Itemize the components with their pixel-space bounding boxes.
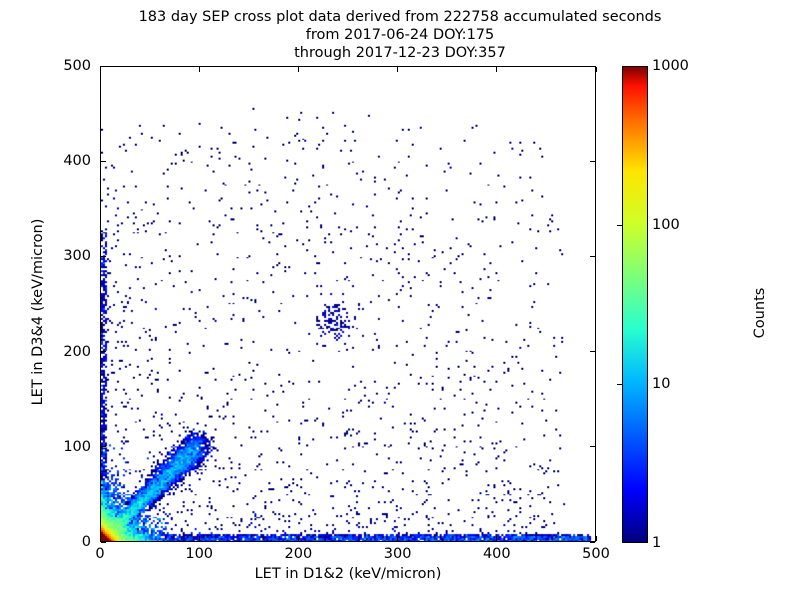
title-line-main: 183 day SEP cross plot data derived from… bbox=[138, 9, 662, 25]
x-tick-mark bbox=[595, 67, 597, 72]
y-tick-label: 400 bbox=[63, 153, 91, 170]
y-tick-mark bbox=[101, 446, 106, 448]
x-tick-mark bbox=[595, 536, 597, 541]
x-tick-mark bbox=[496, 536, 498, 541]
colorbar-tick-label: 1 bbox=[652, 535, 662, 551]
y-tick-mark bbox=[590, 446, 595, 448]
y-tick-mark bbox=[101, 255, 106, 257]
y-tick-label: 300 bbox=[63, 248, 91, 265]
colorbar-tick-label: 1000 bbox=[652, 58, 689, 74]
y-tick-mark bbox=[101, 351, 106, 353]
y-tick-label: 200 bbox=[63, 343, 91, 360]
x-tick-label: 300 bbox=[383, 546, 412, 562]
title-line-through: through 2017-12-23 DOY:357 bbox=[294, 45, 506, 61]
x-tick-mark bbox=[397, 67, 399, 72]
y-tick-mark bbox=[590, 65, 595, 67]
y-tick-mark bbox=[590, 351, 595, 353]
x-tick-label: 0 bbox=[95, 546, 105, 562]
x-tick-mark bbox=[297, 67, 299, 72]
x-tick-mark bbox=[496, 67, 498, 72]
colorbar-tick-mark bbox=[617, 383, 623, 385]
x-tick-mark bbox=[99, 536, 101, 541]
x-tick-mark bbox=[198, 536, 200, 541]
x-tick-label: 200 bbox=[284, 546, 313, 562]
y-tick-mark bbox=[590, 541, 595, 543]
x-tick-mark bbox=[297, 536, 299, 541]
x-axis-label: LET in D1&2 (keV/micron) bbox=[254, 566, 442, 582]
x-tick-label: 500 bbox=[582, 546, 610, 562]
colorbar-gradient bbox=[622, 66, 648, 543]
y-tick-mark bbox=[101, 160, 106, 162]
x-tick-label: 400 bbox=[482, 546, 511, 562]
y-axis-label: LET in D3&4 (keV/micron) bbox=[30, 218, 46, 406]
y-tick-mark bbox=[101, 541, 106, 543]
x-tick-label: 100 bbox=[185, 546, 214, 562]
y-tick-mark bbox=[590, 255, 595, 257]
colorbar-tick-label: 100 bbox=[652, 217, 680, 233]
x-tick-mark bbox=[198, 67, 200, 72]
colorbar-label: Counts bbox=[752, 287, 768, 339]
y-tick-mark bbox=[101, 65, 106, 67]
scatter-data-layer bbox=[101, 67, 595, 541]
x-tick-mark bbox=[99, 67, 101, 72]
y-tick-label: 100 bbox=[63, 438, 91, 455]
y-tick-label: 500 bbox=[63, 58, 91, 74]
y-tick-mark bbox=[590, 160, 595, 162]
y-tick-label: 0 bbox=[81, 534, 91, 550]
title-line-from: from 2017-06-24 DOY:175 bbox=[305, 27, 495, 43]
scatter-plot-axes bbox=[100, 66, 596, 542]
plot-title: 183 day SEP cross plot data derived from… bbox=[0, 8, 800, 62]
colorbar bbox=[622, 66, 648, 543]
colorbar-tick-mark bbox=[617, 224, 623, 226]
x-tick-mark bbox=[397, 536, 399, 541]
colorbar-tick-label: 10 bbox=[652, 376, 671, 392]
